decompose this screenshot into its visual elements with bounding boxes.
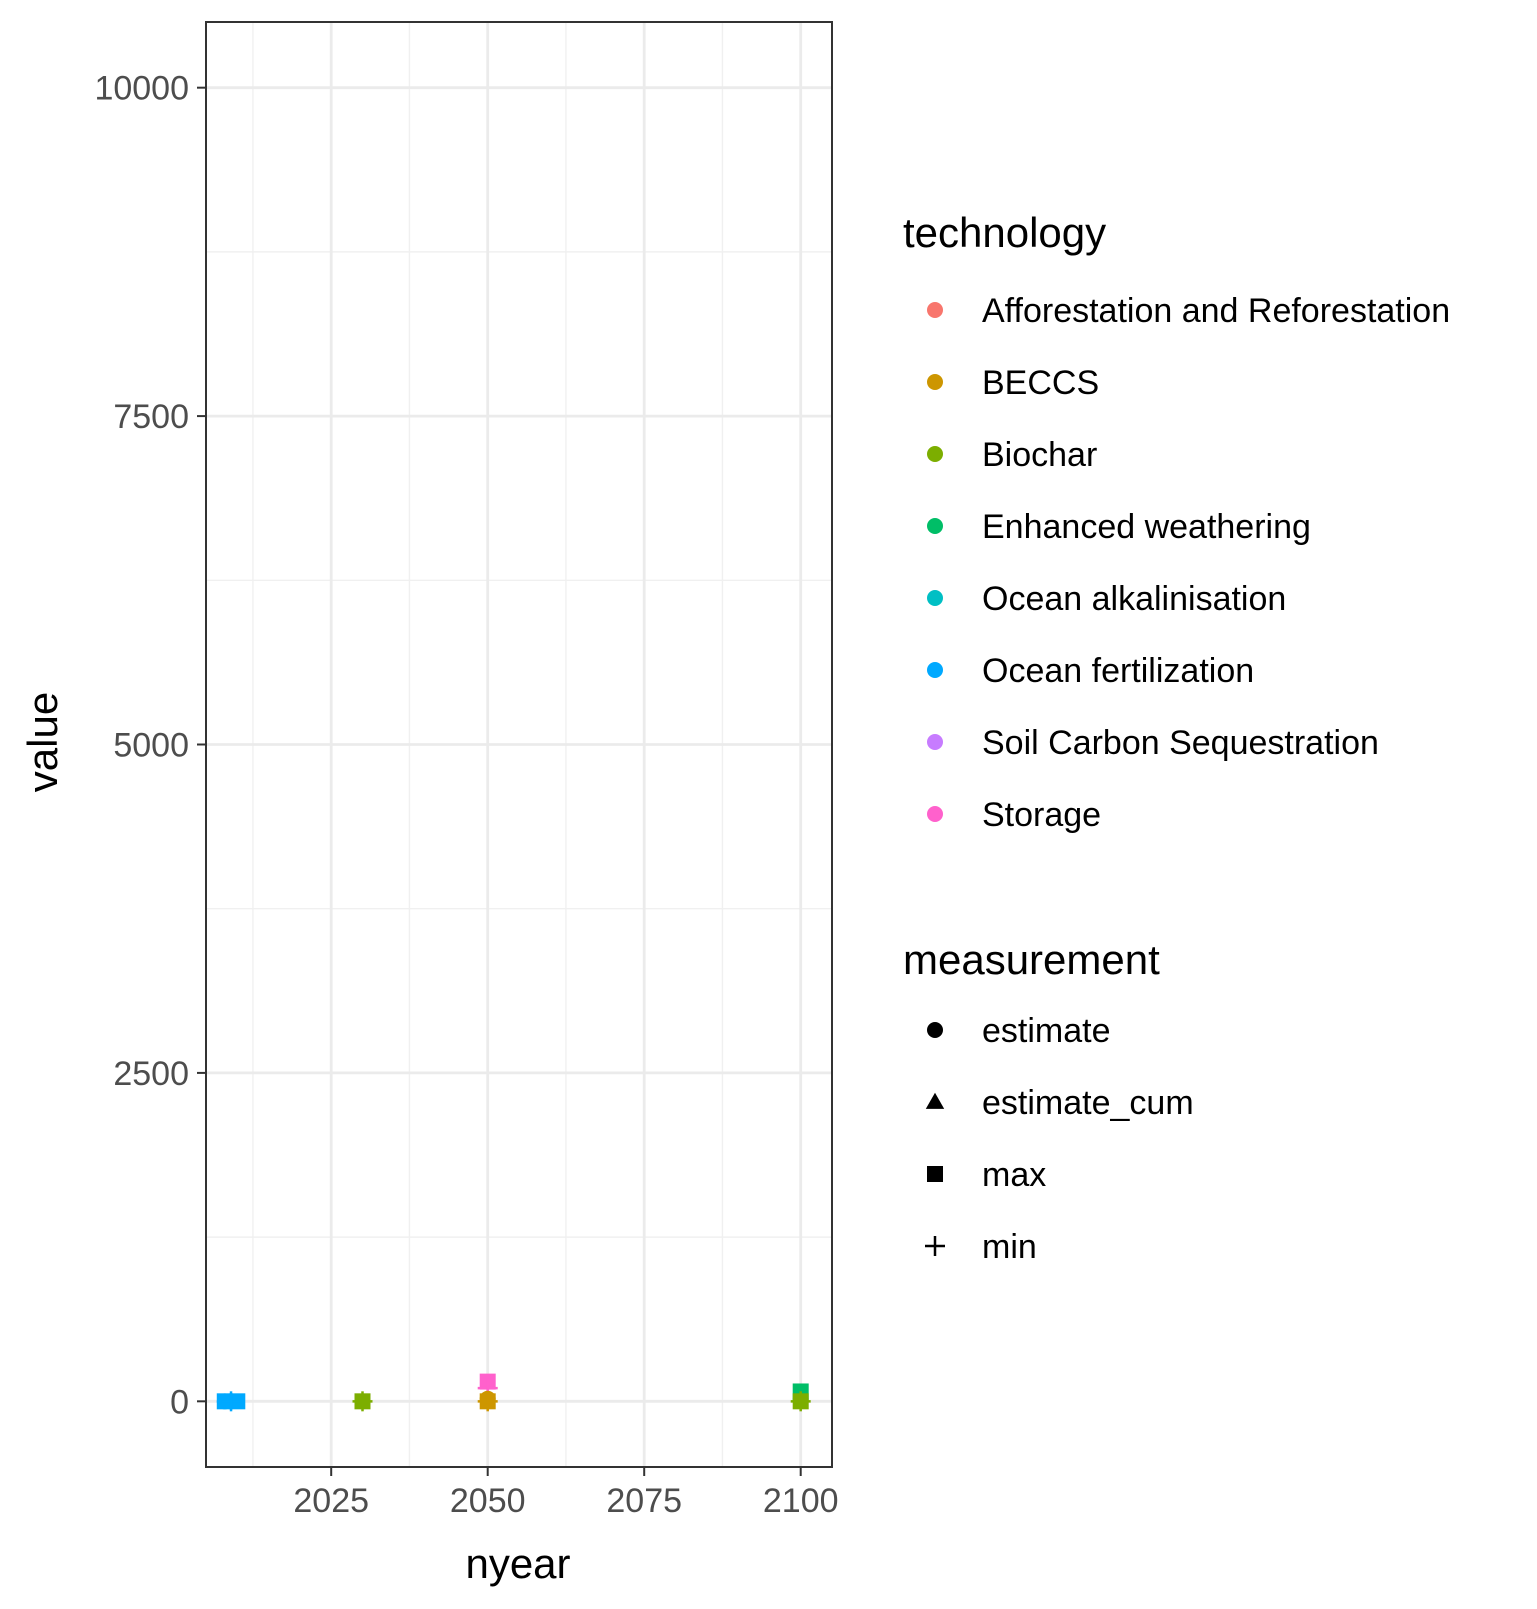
data-point (221, 1391, 242, 1412)
legend-label-technology: Soil Carbon Sequestration (982, 724, 1379, 762)
y-tick-label: 7500 (113, 398, 189, 436)
y-tick-label: 5000 (113, 727, 189, 765)
legend-measurement-title: measurement (903, 936, 1160, 983)
data-point (477, 1391, 498, 1412)
legend-technology-title: technology (903, 209, 1106, 256)
legend-key-measurement (927, 1166, 943, 1182)
legend-key-technology (927, 734, 943, 750)
legend-key-technology (927, 302, 943, 318)
legend-label-measurement: estimate (982, 1012, 1111, 1050)
legend-label-technology: Biochar (982, 436, 1097, 474)
x-tick-label: 2025 (293, 1482, 369, 1520)
x-tick-label: 2075 (606, 1482, 682, 1520)
y-tick-label: 10000 (94, 70, 189, 108)
axes: 2025 2050 2075 2100 0 2500 5000 7500 10000 (94, 70, 838, 1520)
legend-label-technology: Ocean alkalinisation (982, 580, 1286, 618)
legend-label-measurement: estimate_cum (982, 1084, 1194, 1122)
y-axis-title: value (19, 692, 66, 792)
legend-label-measurement: max (982, 1156, 1046, 1194)
data-point (352, 1391, 373, 1412)
legend-label-technology: Afforestation and Reforestation (982, 292, 1450, 330)
legend-key-technology (927, 590, 943, 606)
legend-key-technology (927, 374, 943, 390)
legend-key-measurement (925, 1092, 945, 1109)
x-axis-title: nyear (465, 1540, 570, 1587)
y-tick-label: 0 (170, 1383, 189, 1421)
legend-key-measurement (925, 1236, 945, 1256)
data-points (216, 1373, 811, 1412)
legend-key-technology (927, 806, 943, 822)
legend-label-technology: Ocean fertilization (982, 652, 1254, 690)
legend-key-measurement (927, 1022, 943, 1038)
data-point (790, 1391, 811, 1412)
x-tick-label: 2100 (763, 1482, 839, 1520)
legend-label-technology: Storage (982, 796, 1101, 834)
legend-technology: technology Afforestation and Reforestati… (903, 209, 1450, 834)
y-tick-label: 2500 (113, 1055, 189, 1093)
legend-label-measurement: min (982, 1228, 1037, 1266)
x-tick-label: 2050 (450, 1482, 526, 1520)
legend-label-technology: BECCS (982, 364, 1099, 402)
legend-key-technology (927, 446, 943, 462)
grid-lines (206, 22, 832, 1467)
legend-label-technology: Enhanced weathering (982, 508, 1311, 546)
legend-key-technology (927, 518, 943, 534)
legend-key-technology (927, 662, 943, 678)
